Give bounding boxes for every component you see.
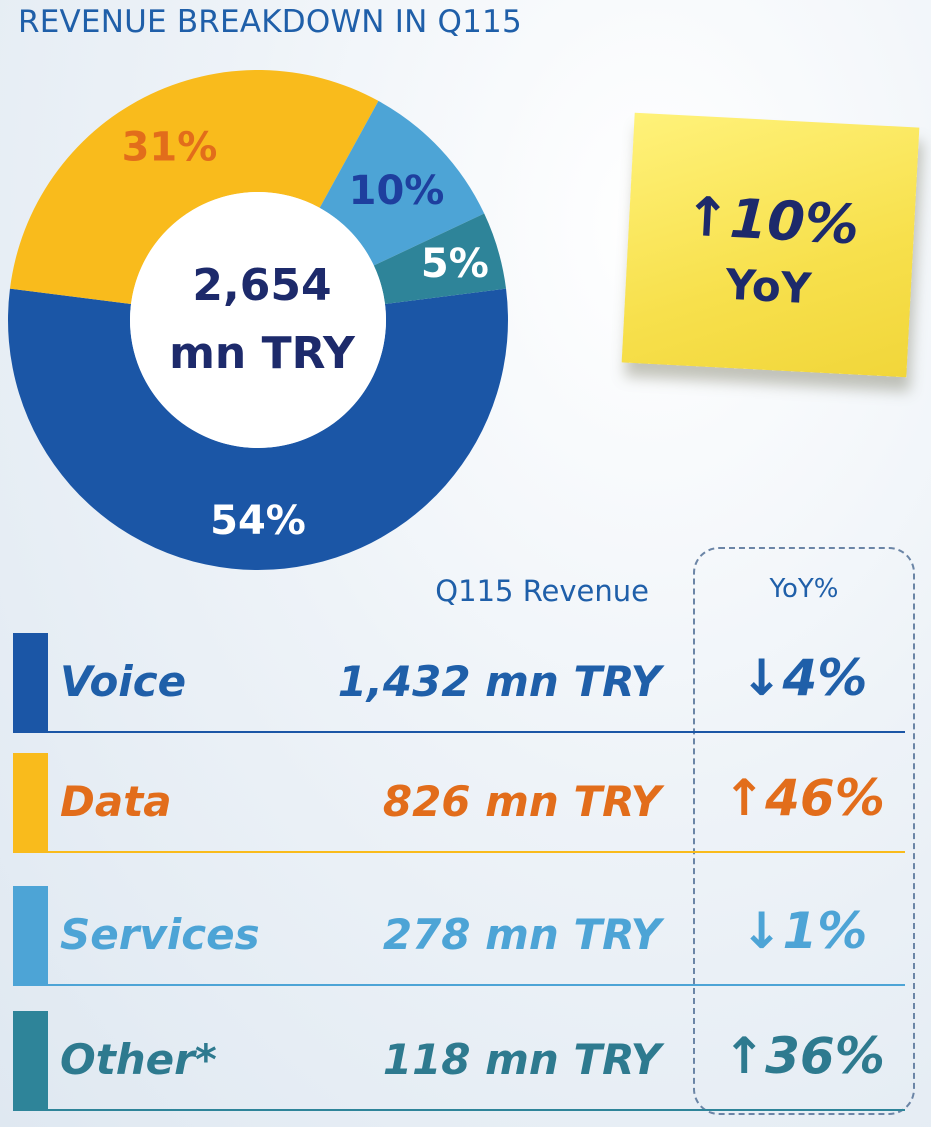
donut-slice-voice (7, 288, 508, 570)
yoy-sticky-note: ↑10% YoY (621, 112, 920, 378)
row-category-name: Data (60, 777, 172, 826)
down-arrow-icon: ↓ (740, 649, 783, 707)
row-color-swatch (13, 1011, 48, 1111)
yoy-column-header: YoY% (769, 574, 839, 604)
row-revenue-value: 118 mn TRY (382, 1035, 661, 1084)
slice-label-other: 5% (421, 241, 489, 287)
row-yoy-value: ↑36% (693, 1027, 915, 1085)
table-row-data: Data 826 mn TRY ↑46% (0, 753, 931, 853)
donut-slice-other (373, 213, 507, 304)
row-category-name: Voice (60, 657, 187, 706)
row-category-name: Services (60, 910, 260, 959)
donut-center-total: 2,654 (192, 260, 331, 311)
row-color-swatch (13, 633, 48, 733)
row-category-name: Other* (60, 1035, 217, 1084)
row-divider (48, 731, 905, 733)
row-yoy-percent: 46% (765, 769, 885, 827)
row-yoy-percent: 36% (765, 1027, 885, 1085)
slice-label-services: 10% (349, 168, 445, 214)
donut-slice-data (9, 70, 379, 304)
row-yoy-value: ↓1% (693, 902, 915, 960)
table-row-voice: Voice 1,432 mn TRY ↓4% (0, 633, 931, 733)
down-arrow-icon: ↓ (740, 902, 783, 960)
row-yoy-percent: 1% (782, 902, 868, 960)
row-color-swatch (13, 753, 48, 853)
yoy-column-box (693, 547, 915, 1115)
revenue-column-header: Q115 Revenue (435, 574, 649, 608)
row-color-swatch (13, 886, 48, 986)
table-row-other: Other* 118 mn TRY ↑36% (0, 1011, 931, 1111)
note-yoy-label: YoY (724, 259, 813, 314)
row-revenue-value: 826 mn TRY (382, 777, 661, 826)
slice-label-voice: 54% (210, 498, 306, 544)
note-growth: ↑10% (628, 184, 915, 257)
chart-title: REVENUE BREAKDOWN IN Q115 (18, 4, 522, 40)
row-yoy-value: ↑46% (693, 769, 915, 827)
row-yoy-percent: 4% (782, 649, 868, 707)
row-divider (48, 984, 905, 986)
donut-center-hole (130, 192, 386, 448)
row-divider (48, 1109, 905, 1111)
up-arrow-icon: ↑ (723, 769, 766, 827)
row-revenue-value: 1,432 mn TRY (337, 657, 661, 706)
donut-center-unit: mn TRY (169, 328, 356, 379)
donut-slice-services (319, 100, 485, 266)
table-row-services: Services 278 mn TRY ↓1% (0, 886, 931, 986)
up-arrow-icon: ↑ (682, 184, 732, 250)
row-yoy-value: ↓4% (693, 649, 915, 707)
note-growth-value: 10% (728, 186, 861, 257)
row-divider (48, 851, 905, 853)
row-revenue-value: 278 mn TRY (382, 910, 661, 959)
up-arrow-icon: ↑ (723, 1027, 766, 1085)
revenue-donut-chart: 54% 31% 10% 5% 2,654 mn TRY (7, 70, 508, 570)
slice-label-data: 31% (122, 124, 218, 170)
